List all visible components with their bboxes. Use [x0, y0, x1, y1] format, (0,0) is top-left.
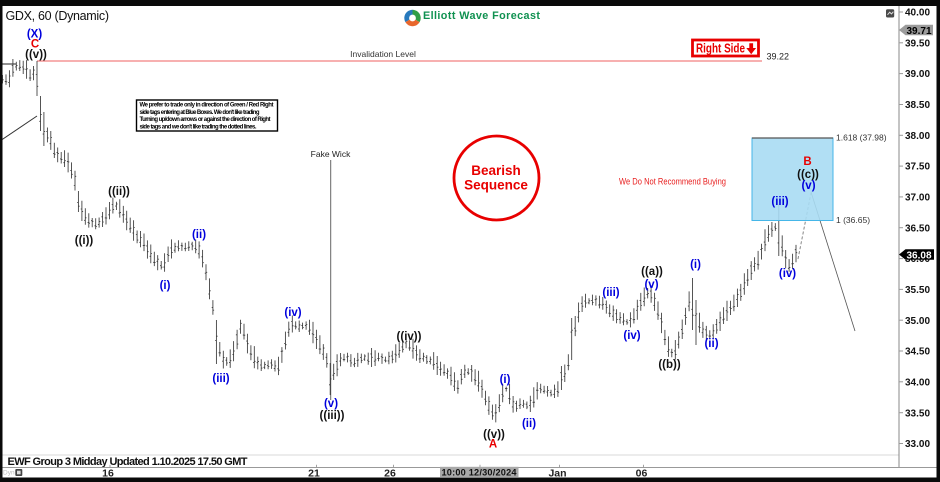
svg-text:(v): (v)	[324, 398, 338, 410]
svg-text:39.71: 39.71	[907, 26, 932, 37]
svg-text:35.50: 35.50	[905, 285, 930, 296]
svg-text:33.00: 33.00	[905, 439, 930, 450]
svg-text:(iv): (iv)	[284, 307, 301, 319]
svg-text:(ii): (ii)	[192, 229, 206, 241]
svg-text:We Do Not Recommend Buying: We Do Not Recommend Buying	[619, 177, 726, 188]
svg-text:(i): (i)	[690, 259, 701, 271]
svg-text:40.00: 40.00	[905, 8, 930, 19]
svg-text:Elliott Wave Forecast: Elliott Wave Forecast	[423, 10, 540, 22]
svg-text:16: 16	[102, 468, 114, 480]
svg-text:(ii): (ii)	[704, 338, 718, 350]
svg-text:((a)): ((a))	[641, 266, 663, 278]
svg-text:(iii): (iii)	[212, 373, 229, 385]
svg-text:35.00: 35.00	[905, 316, 930, 327]
svg-text:(v): (v)	[644, 279, 658, 291]
svg-text:Fake Wick: Fake Wick	[311, 149, 351, 159]
svg-text:06: 06	[636, 468, 648, 480]
svg-text:10:00 12/30/2024: 10:00 12/30/2024	[442, 468, 518, 478]
svg-text:(X): (X)	[27, 29, 43, 41]
svg-text:We prefer to trade only in dir: We prefer to trade only in direction of …	[140, 103, 274, 109]
svg-text:1.618 (37.98): 1.618 (37.98)	[836, 133, 887, 143]
svg-text:(v): (v)	[801, 180, 815, 192]
svg-text:38.50: 38.50	[905, 100, 930, 111]
svg-text:37.00: 37.00	[905, 193, 930, 204]
svg-text:(iii): (iii)	[771, 196, 788, 208]
svg-text:37.50: 37.50	[905, 162, 930, 173]
svg-text:((v)): ((v))	[483, 429, 505, 441]
svg-text:A: A	[489, 439, 497, 451]
svg-text:36.50: 36.50	[905, 223, 930, 234]
svg-text:(iii): (iii)	[602, 287, 619, 299]
svg-text:Invalidation Level: Invalidation Level	[350, 49, 416, 59]
svg-text:33.50: 33.50	[905, 408, 930, 419]
svg-text:Bearish: Bearish	[471, 163, 521, 178]
svg-text:34.50: 34.50	[905, 347, 930, 358]
svg-text:Sequence: Sequence	[464, 178, 528, 193]
svg-text:((ii)): ((ii))	[108, 186, 130, 198]
svg-text:(i): (i)	[500, 374, 511, 386]
svg-text:Jan: Jan	[548, 468, 566, 480]
svg-text:(i): (i)	[160, 280, 171, 292]
svg-text:C: C	[31, 39, 39, 51]
svg-text:34.00: 34.00	[905, 377, 930, 388]
svg-text:Dyn: Dyn	[3, 470, 15, 477]
svg-text:36.08: 36.08	[907, 250, 932, 261]
svg-text:Right Side: Right Side	[696, 42, 745, 56]
svg-text:39.00: 39.00	[905, 69, 930, 80]
svg-text:(ii): (ii)	[522, 418, 536, 430]
svg-text:EWF Group 3 Midday Updated 1.1: EWF Group 3 Midday Updated 1.10.2025 17.…	[8, 456, 248, 468]
svg-text:((iii)): ((iii))	[320, 410, 345, 422]
svg-text:Turning up/down arrows or agai: Turning up/down arrows or against the di…	[140, 117, 271, 123]
svg-text:(iv): (iv)	[779, 268, 796, 280]
svg-text:((c)): ((c))	[797, 169, 819, 181]
svg-text:B: B	[803, 156, 811, 168]
svg-text:((i)): ((i))	[75, 235, 94, 247]
svg-text:side tags entering at Blue Box: side tags entering at Blue Boxes. We don…	[140, 110, 260, 116]
svg-text:1 (36.65): 1 (36.65)	[836, 215, 870, 225]
svg-text:39.50: 39.50	[905, 38, 930, 49]
svg-text:((v)): ((v))	[25, 49, 47, 61]
svg-text:((b)): ((b))	[658, 359, 681, 371]
svg-text:((iv)): ((iv))	[397, 331, 422, 343]
svg-text:38.00: 38.00	[905, 131, 930, 142]
svg-text:side tags and we don't like tr: side tags and we don't like trading the …	[140, 125, 257, 131]
svg-text:(iv): (iv)	[623, 330, 640, 342]
svg-text:21: 21	[308, 468, 320, 480]
svg-text:39.22: 39.22	[767, 51, 790, 61]
svg-text:26: 26	[384, 468, 396, 480]
svg-text:GDX, 60 (Dynamic): GDX, 60 (Dynamic)	[6, 9, 110, 23]
